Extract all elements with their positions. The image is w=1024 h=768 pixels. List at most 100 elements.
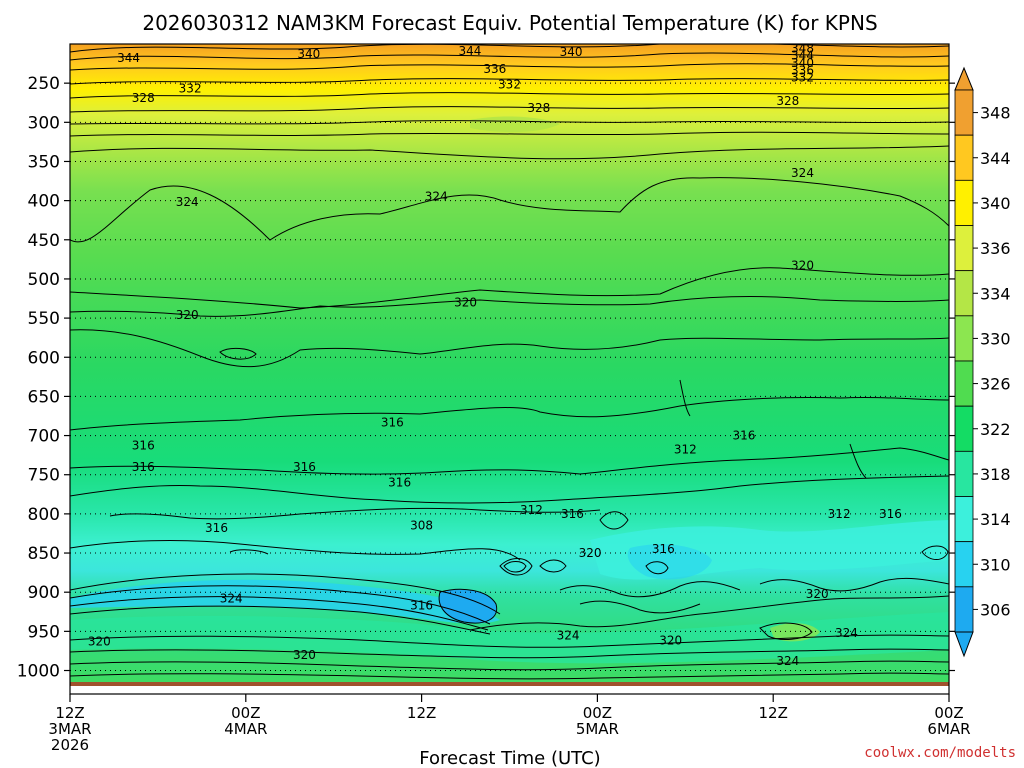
y-tick-label: 650 — [28, 387, 60, 407]
contour-label: 316 — [132, 460, 155, 474]
contour-label: 320 — [659, 634, 682, 648]
contour-label: 324 — [176, 195, 199, 209]
y-tick-label: 600 — [28, 348, 60, 368]
contour-label: 320 — [176, 308, 199, 322]
contour-label: 340 — [297, 47, 320, 61]
y-tick-label: 800 — [28, 505, 60, 525]
x-tick-label: 00Z — [231, 704, 260, 722]
contour-label: 344 — [117, 51, 140, 65]
colorbar-label: 310 — [980, 555, 1011, 574]
colorbar-swatch — [954, 496, 974, 543]
cold-pocket-band — [70, 579, 500, 624]
colorbar-label: 306 — [980, 600, 1011, 619]
contour-label: 316 — [879, 507, 902, 521]
colorbar-swatch — [954, 450, 974, 497]
colorbar-label: 322 — [980, 420, 1011, 439]
contour-label: 320 — [454, 295, 477, 309]
contour-label: 340 — [560, 45, 583, 59]
contour-label: 320 — [88, 635, 111, 649]
contour-label: 324 — [791, 166, 814, 180]
colorbar-swatch — [954, 586, 974, 633]
colorbar-label: 318 — [980, 465, 1011, 484]
yellow-patch — [470, 116, 560, 133]
plot-area — [70, 44, 949, 686]
colorbar-label: 340 — [980, 194, 1011, 213]
y-tick-label: 350 — [28, 152, 60, 172]
contour-label: 332 — [498, 78, 521, 92]
contour-label: 320 — [579, 546, 602, 560]
credit-text: coolwx.com/modelts — [864, 745, 1016, 761]
x-tick-label: 00Z — [934, 704, 963, 722]
y-tick-label: 700 — [28, 427, 60, 447]
y-tick-label: 500 — [28, 270, 60, 290]
contour-label: 324 — [776, 654, 799, 668]
cold-pocket-core — [439, 589, 497, 624]
colorbar-swatch — [954, 405, 974, 452]
y-tick-label: 400 — [28, 192, 60, 212]
x-tick-label: 12Z — [407, 704, 436, 722]
contour-label: 320 — [806, 587, 829, 601]
x-axis-label: Forecast Time (UTC) — [419, 748, 600, 768]
y-axis: 250 300 350 400 450 500 550 600 650 700 750 800 850 9… — [17, 74, 955, 682]
contour-label: 332 — [179, 82, 202, 96]
colorbar-swatch — [954, 179, 974, 226]
x-tick-label: 12Z — [759, 704, 788, 722]
contour-label: 332 — [791, 71, 814, 85]
y-tick-label: 450 — [28, 231, 60, 251]
contour-label: 316 — [132, 439, 155, 453]
chart-title: 2026030312 NAM3KM Forecast Equiv. Potent… — [142, 11, 877, 35]
contour-label: 328 — [527, 101, 550, 115]
y-tick-label: 900 — [28, 583, 60, 603]
x-tick-label: 12Z — [55, 704, 84, 722]
contour-label: 344 — [791, 49, 814, 63]
colorbar-swatch — [954, 541, 974, 588]
contour-label: 316 — [293, 460, 316, 474]
contour-label: 316 — [205, 521, 228, 535]
colorbar-label: 330 — [980, 329, 1011, 348]
contour-label: 336 — [791, 64, 814, 78]
contour-label: 316 — [732, 429, 755, 443]
y-tick-label: 1000 — [17, 662, 60, 682]
contour-label: 348 — [791, 42, 814, 56]
contour-label: 312 — [828, 507, 851, 521]
colorbar-swatch — [954, 225, 974, 272]
contour-label: 324 — [425, 190, 448, 204]
colorbar: 348 344 340 336 334 330 326 322 318 314 310 306 — [954, 66, 1011, 658]
colorbar-swatch — [954, 315, 974, 362]
colorbar-label: 348 — [980, 104, 1011, 123]
contour-label: 316 — [410, 599, 433, 613]
y-tick-label: 550 — [28, 309, 60, 329]
x-tick-label: 5MAR — [576, 720, 619, 738]
contour-label: 344 — [458, 44, 481, 58]
x-tick-label: 3MAR — [48, 720, 91, 738]
ground-strip — [70, 682, 949, 686]
y-tick-label: 850 — [28, 544, 60, 564]
colorbar-label: 326 — [980, 375, 1011, 394]
x-tick-label: 4MAR — [224, 720, 267, 738]
y-tick-label: 300 — [28, 113, 60, 133]
contour-label: 312 — [674, 443, 697, 457]
colorbar-swatch — [954, 360, 974, 407]
contour-label: 316 — [652, 542, 675, 556]
colorbar-swatch — [954, 89, 974, 136]
contour-label: 328 — [776, 94, 799, 108]
contour-label: 340 — [791, 56, 814, 70]
x-tick-label: 00Z — [583, 704, 612, 722]
contour-label: 316 — [381, 415, 404, 429]
colorbar-label: 314 — [980, 510, 1011, 529]
contour-label: 336 — [483, 62, 506, 76]
contour-label: 308 — [410, 519, 433, 533]
contour-label: 316 — [388, 476, 411, 490]
contour-label: 312 — [520, 503, 543, 517]
y-tick-label: 950 — [28, 622, 60, 642]
contour-label: 316 — [561, 507, 584, 521]
colorbar-label: 344 — [980, 149, 1011, 168]
colorbar-label: 336 — [980, 239, 1011, 258]
contour-label: 324 — [220, 591, 243, 605]
contour-label: 324 — [557, 628, 580, 642]
contour-lines — [70, 44, 949, 680]
x-tick-label: 2026 — [51, 736, 89, 754]
